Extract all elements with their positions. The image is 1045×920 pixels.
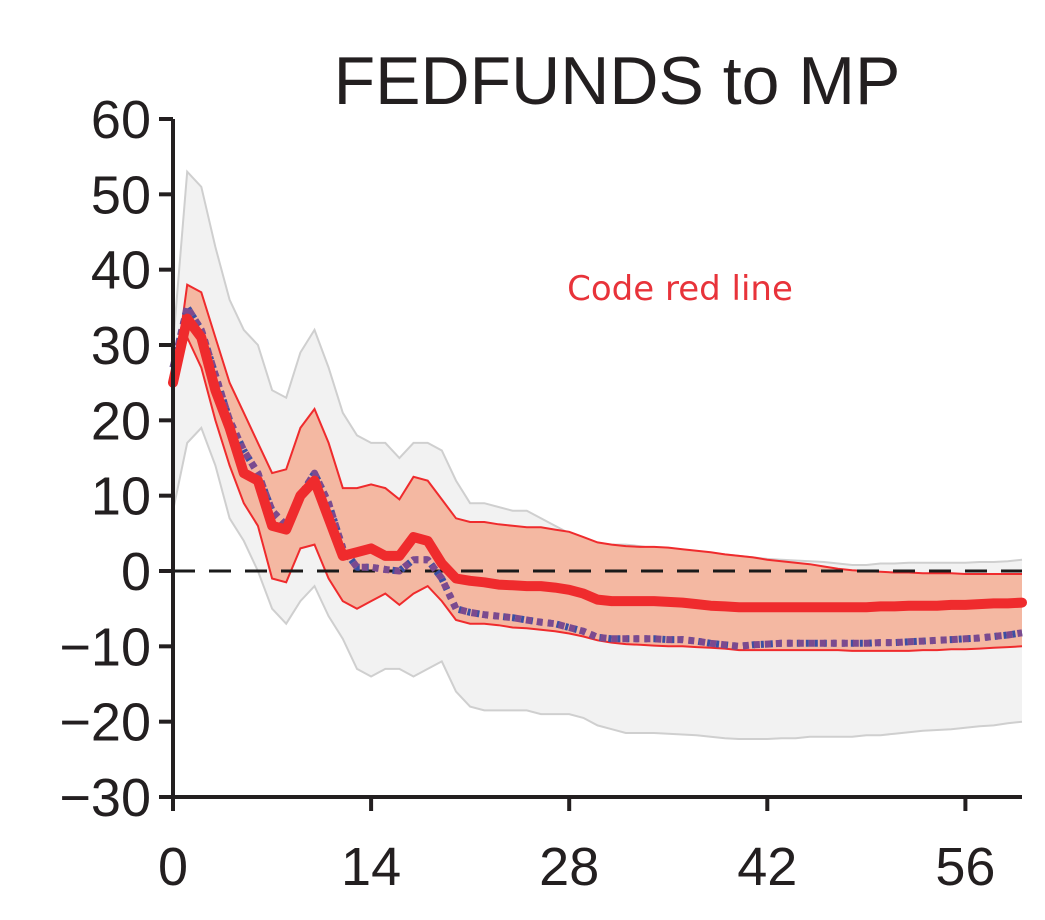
series-median-line <box>168 313 1027 613</box>
y-tick-label: 30 <box>91 316 151 376</box>
y-tick-label: 0 <box>121 542 151 602</box>
y-tick-label: 10 <box>91 467 151 527</box>
y-tick-label: −20 <box>59 693 151 753</box>
band-inner-upper-edge <box>172 283 1022 575</box>
band-outer-lower-edge <box>172 426 1023 740</box>
y-tick-label: 40 <box>91 241 151 301</box>
y-tick-label: 50 <box>91 165 151 225</box>
chart-title: FEDFUNDS to MP <box>334 43 901 119</box>
y-tick-label: 20 <box>91 391 151 451</box>
x-tick-label: 28 <box>539 837 599 897</box>
x-tick-label: 0 <box>158 837 188 897</box>
series-alternative-line <box>169 303 1023 650</box>
x-tick-label: 42 <box>737 837 797 897</box>
y-tick-label: −10 <box>59 617 151 677</box>
x-tick-label: 14 <box>341 837 401 897</box>
y-tick-label: −30 <box>59 768 151 828</box>
response-lines <box>168 303 1027 650</box>
band-inner-lower-edge <box>172 334 1023 652</box>
chart-annotation: Code red line <box>567 269 793 309</box>
y-tick-label: 60 <box>91 90 151 150</box>
x-tick-label: 56 <box>935 837 995 897</box>
